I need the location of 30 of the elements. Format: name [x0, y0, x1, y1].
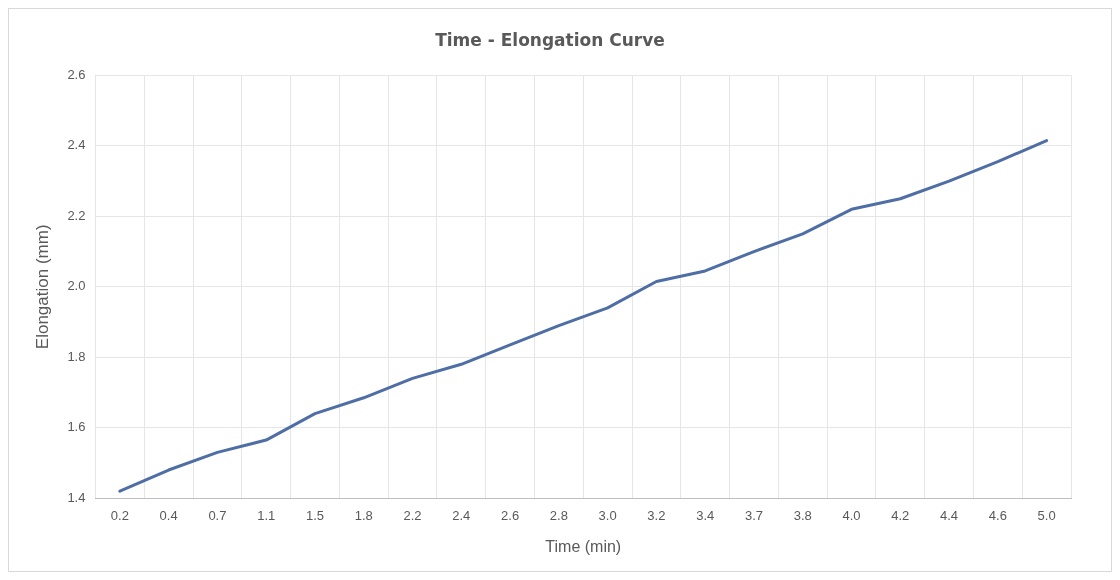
x-tick-label: 3.4	[696, 507, 715, 523]
x-tick-label: 0.4	[159, 507, 178, 523]
x-tick-label: 2.6	[501, 507, 520, 523]
y-tick-label: 1.6	[67, 419, 86, 435]
y-tick-label: 2.0	[67, 278, 86, 294]
x-tick-label: 0.7	[208, 507, 227, 523]
x-tick-label: 3.8	[793, 507, 812, 523]
x-tick-label: 4.2	[891, 507, 910, 523]
x-tick-label: 3.0	[598, 507, 617, 523]
x-tick-label: 3.2	[647, 507, 666, 523]
chart-title: Time - Elongation Curve	[435, 29, 665, 50]
x-tick-label: 1.5	[305, 507, 324, 523]
y-axis-title: Elongation (mm)	[32, 224, 52, 350]
x-tick-label: 4.0	[842, 507, 861, 523]
x-tick-label: 4.6	[988, 507, 1007, 523]
x-tick-label: 2.8	[549, 507, 568, 523]
y-tick-label: 2.4	[67, 137, 86, 153]
x-tick-label: 5.0	[1037, 507, 1056, 523]
x-tick-label: 1.8	[354, 507, 373, 523]
x-tick-label: 1.1	[257, 507, 276, 523]
y-tick-label: 1.8	[67, 348, 86, 364]
x-tick-label: 2.4	[452, 507, 471, 523]
x-axis-title: Time (min)	[545, 537, 622, 555]
x-tick-label: 2.2	[403, 507, 422, 523]
x-tick-label: 3.7	[744, 507, 763, 523]
x-tick-label: 4.4	[940, 507, 959, 523]
y-tick-label: 2.6	[67, 66, 86, 82]
y-tick-label: 2.2	[67, 207, 86, 223]
y-tick-label: 1.4	[67, 489, 86, 505]
x-tick-label: 0.2	[110, 507, 129, 523]
